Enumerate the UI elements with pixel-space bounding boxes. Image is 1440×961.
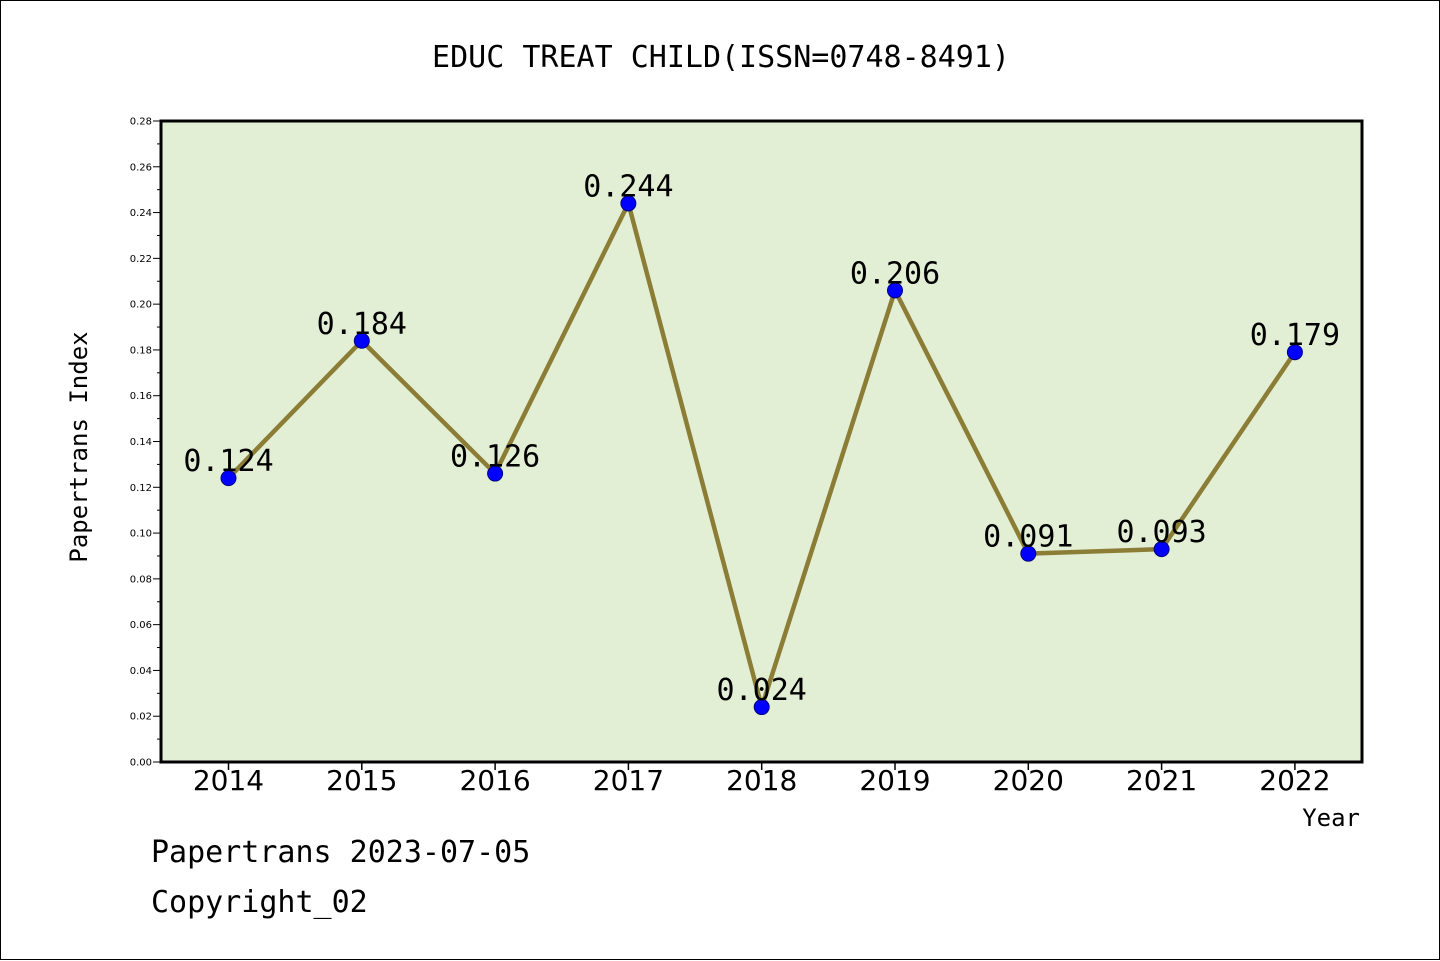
y-tick-label: 0.02 [130, 712, 152, 723]
data-label: 0.024 [717, 673, 807, 708]
data-point [753, 699, 770, 716]
y-tick-label: 0.12 [130, 483, 152, 494]
x-tick-label: 2018 [726, 764, 797, 797]
y-tick-label: 0.14 [130, 437, 152, 448]
footer-date: Papertrans 2023-07-05 [151, 835, 531, 870]
data-label: 0.091 [983, 520, 1073, 555]
y-tick-label: 0.20 [130, 300, 152, 311]
y-tick-label: 0.16 [130, 391, 152, 402]
series-papertrans-index: 0.124 0.184 0.126 0.244 0.024 0.206 0.091 0.093… [183, 169, 1340, 716]
data-label: 0.124 [183, 444, 273, 479]
chart-title: EDUC TREAT CHILD(ISSN=0748-8491) [432, 40, 1010, 75]
y-tick-label: 0.18 [130, 345, 152, 356]
x-axis-label: Year [1302, 804, 1360, 832]
x-tick-label: 2021 [1126, 764, 1197, 797]
footer-copyright: Copyright_02 [151, 885, 368, 920]
data-point [620, 195, 637, 212]
data-point [353, 332, 370, 349]
y-tick-label: 0.24 [130, 208, 152, 219]
data-label: 0.244 [583, 169, 673, 204]
data-point [887, 282, 903, 299]
y-axis-label: Papertrans Index [65, 331, 93, 562]
data-point [487, 465, 504, 482]
x-tick-label: 2014 [193, 764, 264, 797]
y-tick-label: 0.00 [130, 758, 152, 769]
y-tick-label: 0.26 [130, 162, 152, 173]
x-tick-label: 2020 [993, 764, 1064, 797]
data-label: 0.126 [450, 440, 540, 475]
data-label: 0.184 [317, 307, 407, 342]
y-tick-label: 0.28 [130, 117, 152, 128]
y-tick-label: 0.06 [130, 620, 152, 631]
x-tick-label: 2015 [326, 764, 397, 797]
data-label: 0.206 [850, 256, 940, 291]
x-tick-label: 2017 [593, 764, 664, 797]
y-tick-label: 0.08 [130, 574, 152, 585]
data-point [1153, 541, 1170, 558]
x-tick-label: 2019 [859, 764, 930, 797]
data-point [1286, 344, 1303, 361]
x-tick-label: 2022 [1259, 764, 1330, 797]
data-label: 0.179 [1250, 318, 1340, 353]
x-tick-label: 2016 [459, 764, 530, 797]
plot-area [159, 119, 1364, 764]
y-tick-label: 0.10 [130, 529, 152, 540]
y-tick-label: 0.04 [130, 666, 152, 677]
data-point [220, 470, 237, 487]
y-tick-label: 0.22 [130, 254, 152, 265]
data-point [1020, 545, 1037, 562]
y-axis: 0.00 0.02 0.04 0.06 0.08 0.10 0.12 0.14 0.16 0.18… [130, 117, 161, 769]
x-axis: 2014 2015 2016 2017 2018 2019 2020 2021 2022 [193, 762, 1331, 797]
data-label: 0.093 [1116, 515, 1206, 550]
